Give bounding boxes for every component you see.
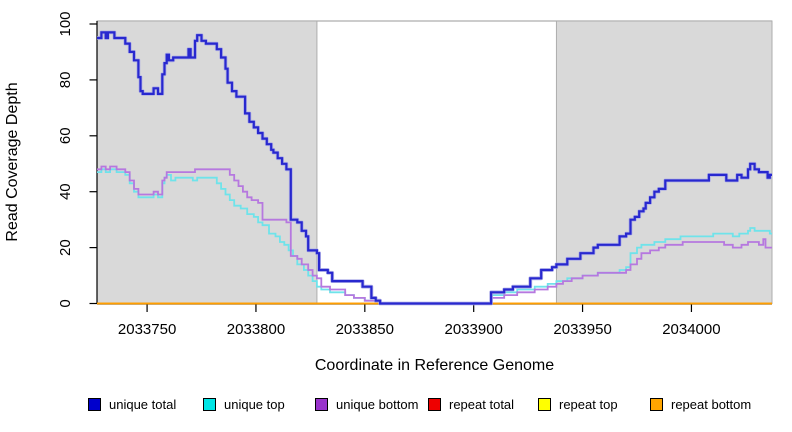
y-tick-label: 60: [57, 127, 74, 144]
y-tick-label: 40: [57, 183, 74, 200]
y-tick-label: 80: [57, 72, 74, 89]
y-tick-label: 20: [57, 239, 74, 256]
x-axis-title: Coordinate in Reference Genome: [314, 357, 555, 374]
legend-label-repeat-top: repeat top: [559, 397, 618, 412]
x-tick-label: 2034000: [662, 321, 720, 338]
legend-label-repeat-bottom: repeat bottom: [671, 397, 752, 412]
y-tick-label: 100: [57, 11, 74, 36]
legend: unique total unique top unique bottom re…: [0, 397, 792, 419]
legend-item-unique-bottom: unique bottom: [315, 397, 418, 412]
legend-item-repeat-bottom: repeat bottom: [650, 397, 751, 412]
x-tick-label: 2033750: [118, 321, 176, 338]
x-tick-label: 2033900: [444, 321, 502, 338]
legend-swatch-repeat-bottom: [650, 398, 663, 411]
x-tick-label: 2033850: [336, 321, 394, 338]
legend-label-unique-top: unique top: [224, 397, 285, 412]
legend-swatch-unique-total: [88, 398, 101, 411]
y-axis-title: Read Coverage Depth: [4, 82, 21, 242]
legend-item-unique-top: unique top: [203, 397, 285, 412]
series-unique-bottom-line: [97, 165, 772, 305]
legend-swatch-unique-top: [203, 398, 216, 411]
legend-swatch-repeat-total: [428, 398, 441, 411]
legend-item-repeat-total: repeat total: [428, 397, 514, 412]
legend-label-unique-bottom: unique bottom: [336, 397, 419, 412]
legend-item-unique-total: unique total: [88, 397, 176, 412]
y-tick-label: 0: [57, 299, 74, 307]
x-tick-label: 2033950: [553, 321, 611, 338]
legend-swatch-unique-bottom: [315, 398, 328, 411]
series-unique-total-line: [97, 31, 772, 305]
legend-label-repeat-total: repeat total: [449, 397, 515, 412]
right-gray-band: [555, 20, 773, 304]
legend-item-repeat-top: repeat top: [538, 397, 618, 412]
legend-swatch-repeat-top: [538, 398, 551, 411]
legend-label-unique-total: unique total: [109, 397, 177, 412]
coverage-plot: 0 20 40 60 80 100 2033750 2033800 2033850 2033900…: [57, 11, 773, 338]
x-tick-label: 2033800: [227, 321, 285, 338]
